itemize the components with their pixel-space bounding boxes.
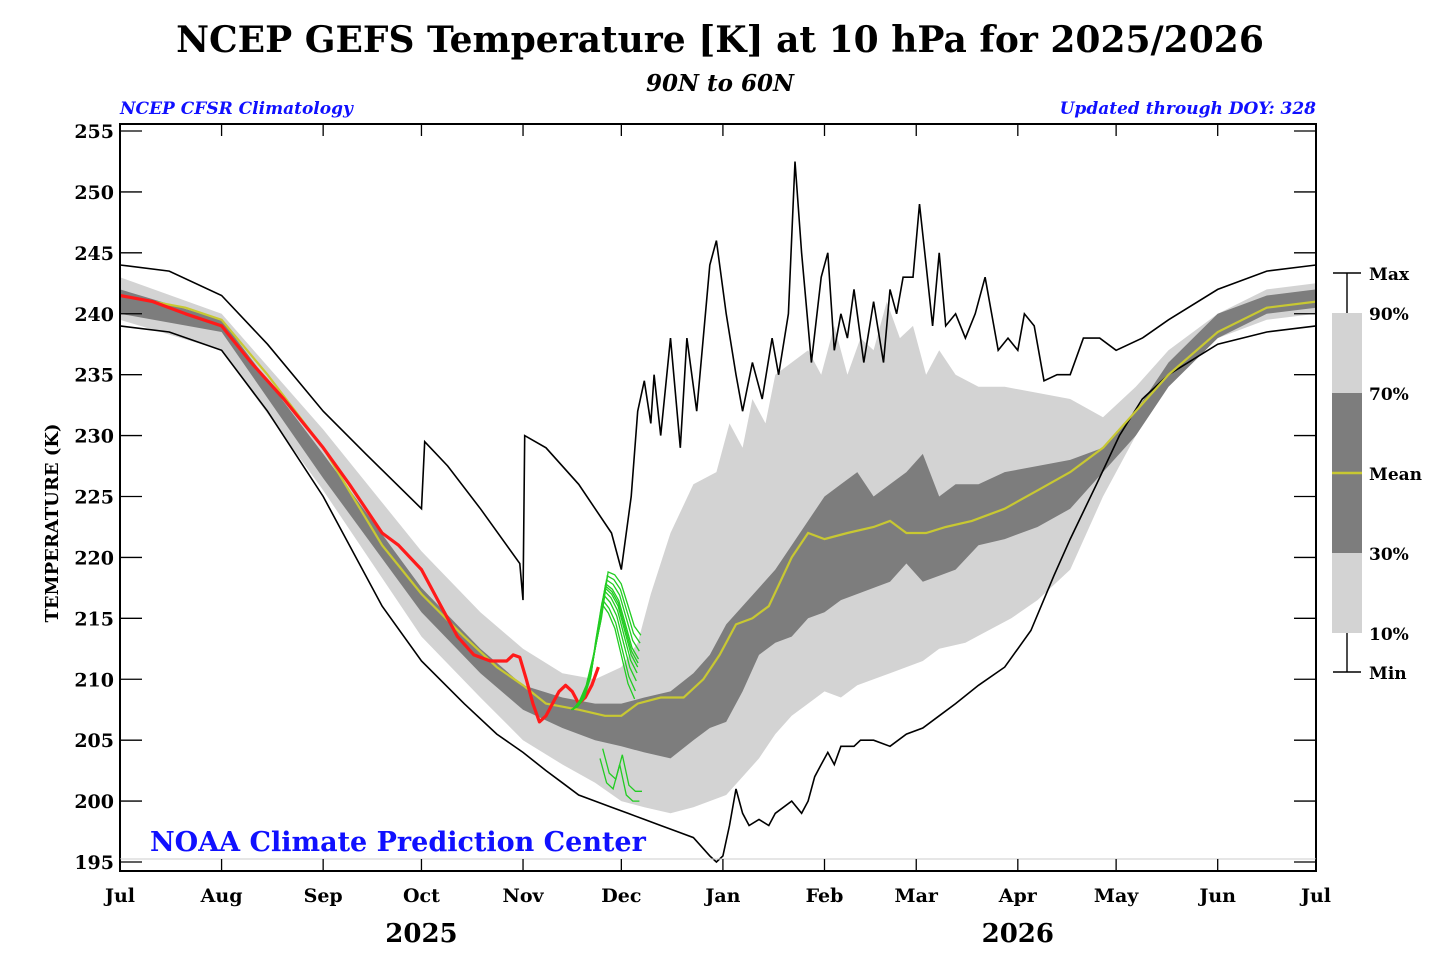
legend-outer-lower-swatch [1332, 553, 1362, 633]
y-tick-label: 220 [74, 547, 114, 569]
y-axis-label: TEMPERATURE (K) [42, 424, 63, 623]
band-10-90 [120, 277, 1316, 814]
x-tick-label: Oct [403, 885, 440, 907]
updated-note: Updated through DOY: 328 [1060, 99, 1317, 119]
x-tick-label: Mar [895, 885, 939, 907]
y-tick-label: 215 [74, 608, 114, 630]
x-tick-label: Jun [1197, 885, 1236, 907]
forecast-member-line [572, 570, 642, 711]
legend: Max 90% 70% Mean 30% 10% Min [1332, 265, 1422, 684]
legend-label: 10% [1369, 625, 1409, 645]
forecast-member-lower-line [602, 748, 642, 792]
y-tick-label: 225 [74, 487, 114, 509]
y-tick-label: 245 [74, 243, 114, 265]
y-tick-label: 205 [74, 730, 114, 752]
y-tick-label: 250 [74, 182, 114, 204]
x-tick-label: Jul [1299, 885, 1331, 907]
x-tick-label: Jul [103, 885, 135, 907]
x-tick-label: May [1094, 885, 1139, 907]
series-min-line [119, 325, 1317, 864]
series-max-line [119, 161, 1317, 601]
plot-frame [119, 123, 1317, 872]
plot-area [119, 161, 1317, 864]
noaa-watermark: NOAA Climate Prediction Center [150, 827, 647, 858]
x-tick-label: Dec [601, 885, 641, 907]
x-tick-label: Sep [304, 885, 343, 907]
climatology-note: NCEP CFSR Climatology [119, 99, 354, 119]
legend-label: Min [1369, 664, 1407, 684]
y-tick-label: 200 [74, 791, 114, 813]
axes: 195 200 205 210 215 220 225 230 235 240 245 250 255 J… [74, 121, 1331, 949]
year-label: 2026 [982, 919, 1054, 949]
chart-title: NCEP GEFS Temperature [K] at 10 hPa for … [176, 19, 1264, 61]
y-tick-label: 195 [74, 852, 114, 874]
legend-label: Max [1369, 265, 1410, 285]
y-tick-label: 240 [74, 304, 114, 326]
legend-label: 70% [1369, 385, 1409, 405]
legend-outer-upper-swatch [1332, 313, 1362, 393]
year-label: 2025 [385, 919, 457, 949]
legend-label: Mean [1369, 465, 1422, 485]
y-tick-label: 230 [74, 426, 114, 448]
forecast-member-line [570, 602, 636, 711]
x-tick-label: Nov [502, 885, 544, 907]
y-tick-label: 255 [74, 121, 114, 143]
series-observed-line [119, 293, 600, 724]
x-tick-label: Feb [806, 885, 844, 907]
x-tick-label: Jan [703, 885, 740, 907]
x-tick-label: Aug [200, 885, 243, 907]
y-tick-label: 210 [74, 669, 114, 691]
y-tick-label: 235 [74, 365, 114, 387]
chart-subtitle: 90N to 60N [646, 70, 795, 97]
x-tick-label: Apr [998, 885, 1038, 907]
legend-label: 30% [1369, 545, 1409, 565]
legend-label: 90% [1369, 305, 1409, 325]
forecast-member-line [571, 584, 639, 711]
band-30-70 [120, 289, 1316, 759]
